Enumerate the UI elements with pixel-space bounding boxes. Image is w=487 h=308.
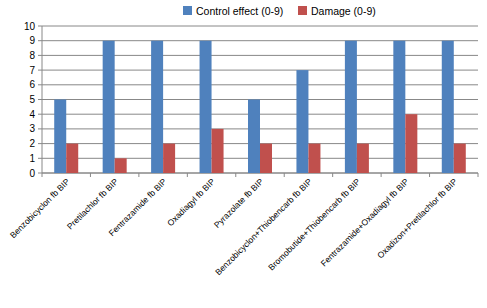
y-tick [38, 114, 42, 115]
bar [260, 144, 272, 173]
y-tick [38, 84, 42, 85]
bar [248, 100, 260, 174]
bar [151, 41, 163, 173]
bar [393, 41, 405, 173]
x-tick [235, 173, 236, 177]
bar [345, 41, 357, 173]
bar [296, 70, 308, 173]
y-axis [42, 26, 43, 173]
y-tick-label: 1 [29, 153, 35, 164]
y-tick-label: 2 [29, 138, 35, 149]
y-tick [38, 26, 42, 27]
x-tick [138, 173, 139, 177]
bar [200, 41, 212, 173]
x-tick [187, 173, 188, 177]
y-tick [38, 40, 42, 41]
bar [308, 144, 320, 173]
x-tick-label: Fentrazamide+Oxadiagyl fb BIP [319, 176, 411, 268]
x-tick-label: Benzobicyclon fb BIP [8, 176, 72, 240]
y-tick-label: 9 [29, 35, 35, 46]
y-tick-label: 0 [29, 168, 35, 179]
bar [442, 41, 454, 173]
chart: 0 1 2 3 4 5 6 7 8 9 10 Benzobicyclon fb BIPPretilac… [0, 0, 487, 308]
x-tick-label: Fentrazamide fb BIP [107, 176, 169, 238]
bars [54, 41, 466, 173]
x-tick [90, 173, 91, 177]
bar [212, 129, 224, 173]
x-tick [284, 173, 285, 177]
x-tick [429, 173, 430, 177]
x-tick [332, 173, 333, 177]
y-tick-label: 3 [29, 123, 35, 134]
y-tick [38, 128, 42, 129]
y-tick-label: 8 [29, 50, 35, 61]
y-tick-label: 7 [29, 65, 35, 76]
x-tick-label: Oxadiagyl fb BIP [165, 176, 217, 228]
y-tick-label: 5 [29, 94, 35, 105]
bar [357, 144, 369, 173]
y-tick [38, 99, 42, 100]
y-tick [38, 158, 42, 159]
x-tick-label: Pretilachlor fb BIP [65, 176, 120, 231]
legend-label: Damage (0-9) [311, 5, 376, 17]
bar [54, 100, 66, 174]
bar [163, 144, 175, 173]
x-tick [381, 173, 382, 177]
x-tick [42, 173, 43, 177]
y-tick [38, 70, 42, 71]
y-tick-label: 6 [29, 79, 35, 90]
bar [66, 144, 78, 173]
x-tick-label: Pyrazolate fb BIP [212, 176, 266, 230]
x-tick-label: Bromobutide+Thiobencarb fb BIP [266, 176, 362, 272]
x-tick [478, 173, 479, 177]
y-tick-label: 4 [29, 109, 35, 120]
y-tick [38, 173, 42, 174]
x-tick-label: Benzobicyclon+Thiobencarb fb BIP [213, 176, 314, 277]
bar [103, 41, 115, 173]
y-tick-label: 10 [24, 21, 36, 32]
x-tick-label: Oxadizon+Pretilachlor fb BIP [375, 176, 459, 260]
legend-swatch [298, 6, 307, 15]
bar [454, 144, 466, 173]
y-tick [38, 143, 42, 144]
legend-label: Control effect (0-9) [196, 5, 283, 17]
y-tick [38, 55, 42, 56]
bar [115, 158, 127, 173]
grid-line [42, 26, 478, 27]
bar [405, 114, 417, 173]
legend-swatch [183, 6, 192, 15]
